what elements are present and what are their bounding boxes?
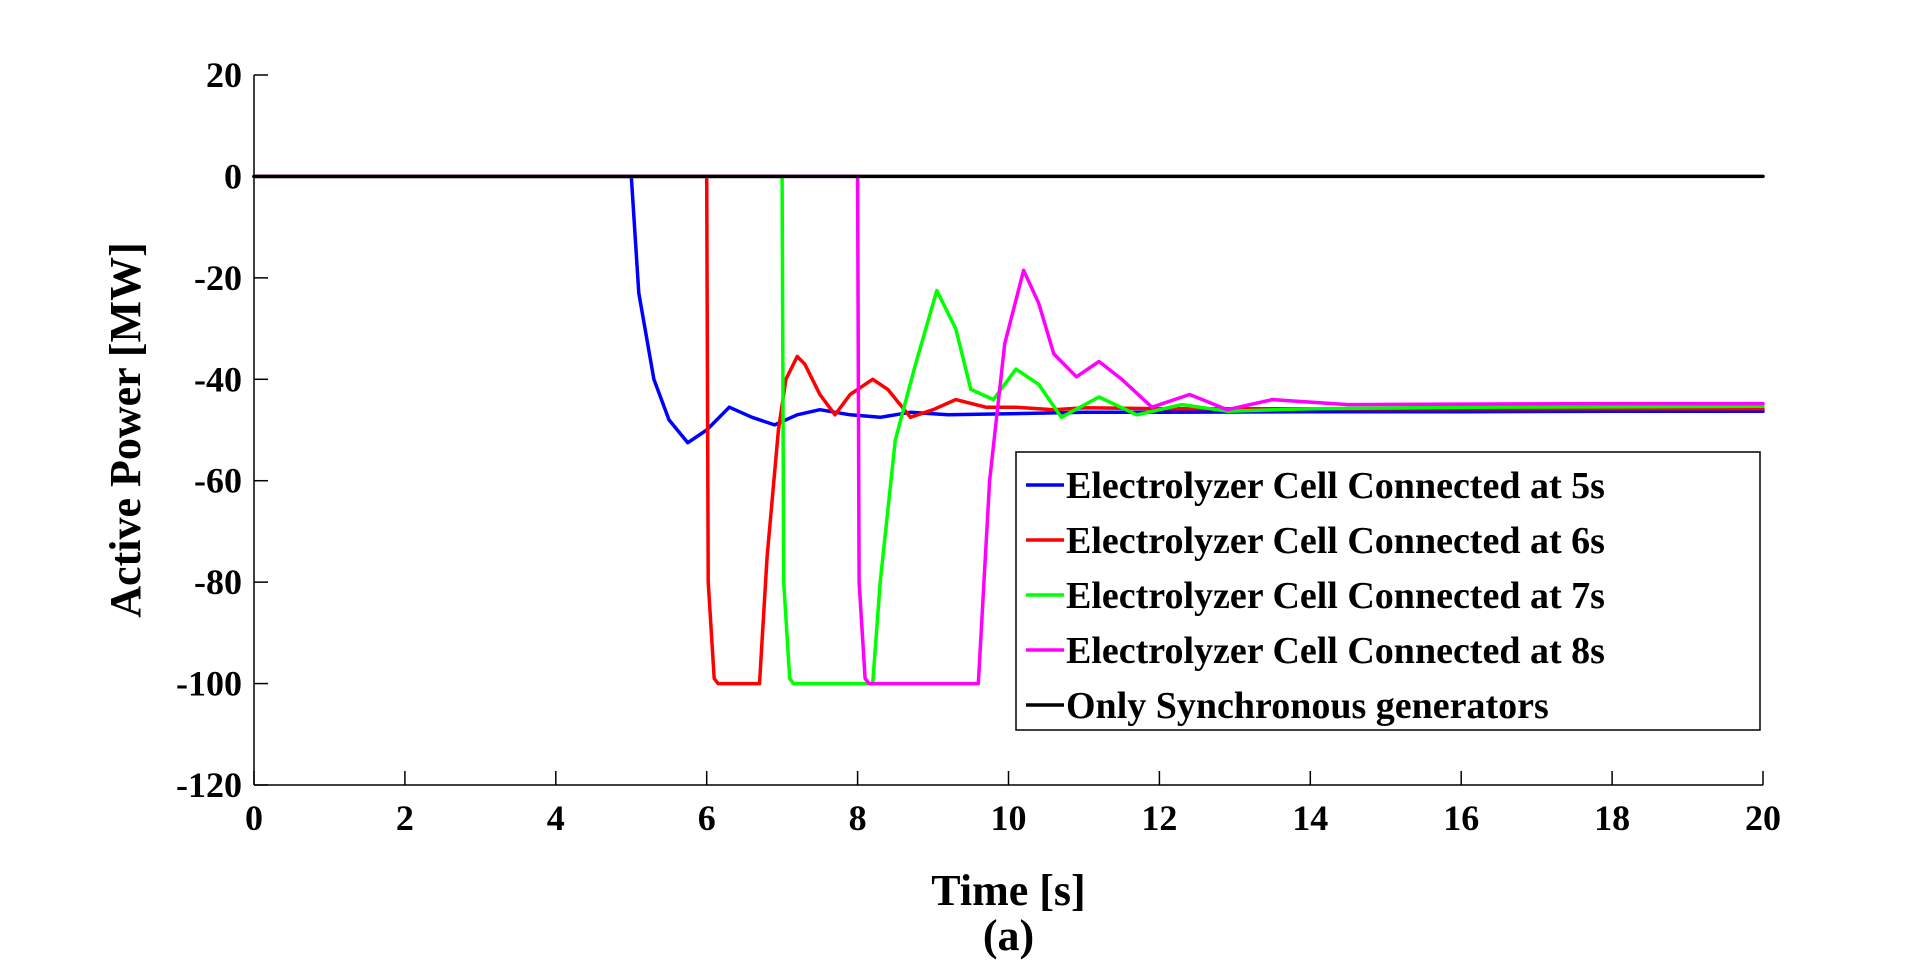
figure-caption: (a) <box>983 911 1034 960</box>
ticks: 0 2 4 6 8 10 12 14 16 18 20 20 0 -20 -40 -60 -80 -100 -120 <box>176 55 1781 838</box>
series-line-2 <box>252 174 1765 686</box>
legend-label: Electrolyzer Cell Connected at 8s <box>1066 630 1605 672</box>
legend: Electrolyzer Cell Connected at 5s Electro… <box>1015 451 1761 731</box>
legend-label: Electrolyzer Cell Connected at 7s <box>1066 575 1605 617</box>
legend-label: Electrolyzer Cell Connected at 6s <box>1066 520 1605 562</box>
legend-box <box>1015 451 1761 731</box>
x-tick-label: 6 <box>698 798 716 838</box>
x-tick-label: 12 <box>1141 798 1177 838</box>
x-tick-label: 14 <box>1292 798 1328 838</box>
x-tick-label: 0 <box>245 798 263 838</box>
series-lines <box>252 174 1765 686</box>
y-tick-label: -100 <box>176 664 242 704</box>
y-tick-label: -80 <box>194 562 242 602</box>
y-tick-label: -20 <box>194 258 242 298</box>
x-tick-label: 4 <box>547 798 565 838</box>
x-tick-label: 20 <box>1745 798 1781 838</box>
series-line-1 <box>252 174 1765 445</box>
x-tick-label: 18 <box>1594 798 1630 838</box>
y-tick-label: -40 <box>194 359 242 399</box>
legend-label: Only Synchronous generators <box>1066 685 1549 727</box>
x-tick-label: 16 <box>1443 798 1479 838</box>
y-tick-label: -60 <box>194 461 242 501</box>
x-tick-label: 8 <box>849 798 867 838</box>
y-axis-title: Active Power [MW] <box>101 242 150 617</box>
x-tick-label: 10 <box>991 798 1027 838</box>
legend-label: Electrolyzer Cell Connected at 5s <box>1066 465 1605 507</box>
y-tick-label: -120 <box>176 765 242 805</box>
y-tick-label: 0 <box>224 156 242 196</box>
x-axis-title: Time [s] <box>931 866 1085 915</box>
series-line-4 <box>252 174 1765 686</box>
x-tick-label: 2 <box>396 798 414 838</box>
y-tick-label: 20 <box>206 55 242 95</box>
